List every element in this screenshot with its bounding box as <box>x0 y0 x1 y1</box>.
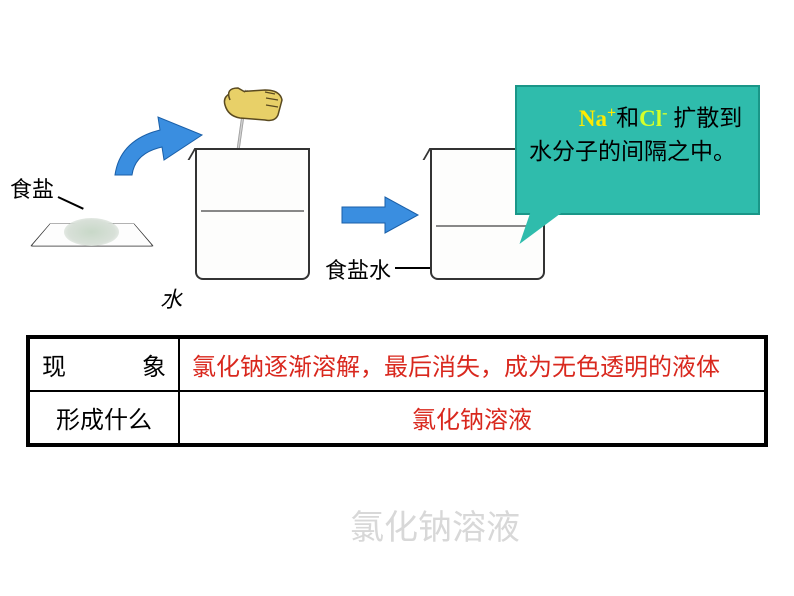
row2-value: 氯化钠溶液 <box>179 391 765 444</box>
salt-on-paper <box>42 210 142 260</box>
row1-header: 现 象 <box>29 338 179 391</box>
na-ion: Na+ <box>579 106 616 131</box>
saltwater-label-line <box>395 267 435 269</box>
callout-box: XXXNa+和Cl- 扩散到水分子的间隔之中。 <box>515 85 760 215</box>
salt-label-line <box>58 196 84 210</box>
observation-table: 现 象 氯化钠逐渐溶解，最后消失，成为无色透明的液体 形成什么 氯化钠溶液 <box>26 335 768 447</box>
cl-ion: Cl- <box>639 106 667 131</box>
salt-label: 食盐 <box>10 172 54 204</box>
hand-icon <box>220 80 290 130</box>
table-row: 现 象 氯化钠逐渐溶解，最后消失，成为无色透明的液体 <box>29 338 765 391</box>
table-row: 形成什么 氯化钠溶液 <box>29 391 765 444</box>
saltwater-label: 食盐水 <box>325 253 391 285</box>
arrow-to-saltwater <box>340 195 420 235</box>
water-level-1 <box>201 210 304 212</box>
bottom-watermark-text: 氯化钠溶液 <box>350 500 520 549</box>
row2-header: 形成什么 <box>29 391 179 444</box>
row1-value: 氯化钠逐渐溶解，最后消失，成为无色透明的液体 <box>179 338 765 391</box>
water-label: 水 <box>160 282 182 314</box>
and-text: 和 <box>616 106 639 131</box>
beaker-water <box>195 150 310 280</box>
diagram-area: 食盐 水 食盐水 XXXNa+和Cl- 扩散到水分子的间隔之中。 <box>0 0 794 310</box>
salt-pile <box>64 218 119 246</box>
